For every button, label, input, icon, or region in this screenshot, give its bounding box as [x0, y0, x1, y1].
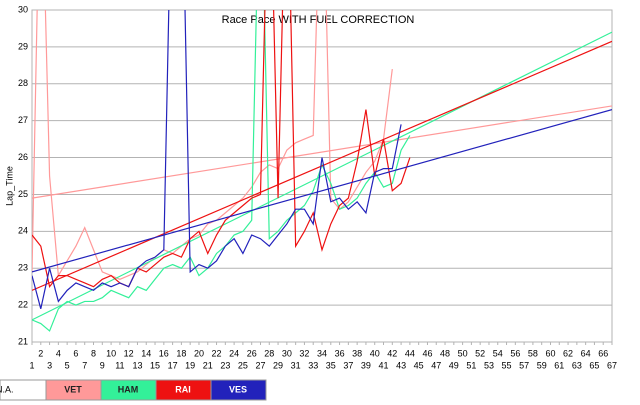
x-tick-label: 56: [510, 348, 520, 358]
x-tick-label: 35: [326, 360, 336, 370]
x-tick-label: 41: [379, 360, 389, 370]
x-tick-label: 65: [589, 360, 599, 370]
x-tick-label: 58: [528, 348, 538, 358]
x-tick-label: 26: [247, 348, 257, 358]
x-tick-label: 2: [38, 348, 43, 358]
x-tick-label: 31: [291, 360, 301, 370]
y-tick-label: 26: [18, 152, 28, 162]
x-tick-label: 42: [387, 348, 397, 358]
x-tick-label: 39: [361, 360, 371, 370]
x-tick-label: 23: [220, 360, 230, 370]
x-tick-label: 51: [466, 360, 476, 370]
y-tick-label: 21: [18, 336, 28, 346]
x-tick-label: 47: [431, 360, 441, 370]
x-tick-label: 37: [343, 360, 353, 370]
x-tick-label: 50: [458, 348, 468, 358]
x-tick-label: 40: [370, 348, 380, 358]
x-tick-label: 14: [141, 348, 151, 358]
x-tick-label: 55: [502, 360, 512, 370]
x-tick-label: 46: [422, 348, 432, 358]
series-line: [32, 10, 402, 309]
trend-line: [32, 105, 612, 199]
x-tick-label: 49: [449, 360, 459, 370]
x-tick-label: 9: [100, 360, 105, 370]
y-tick-label: 30: [18, 4, 28, 14]
x-tick-label: 60: [545, 348, 555, 358]
x-tick-label: 5: [65, 360, 70, 370]
series-line: [32, 10, 411, 332]
x-tick-label: 18: [176, 348, 186, 358]
legend: N.A. VET HAM RAI VES: [0, 379, 267, 401]
legend-swatch: [210, 379, 267, 401]
x-tick-label: 24: [229, 348, 239, 358]
legend-label: N.A.: [0, 384, 14, 394]
x-tick-label: 45: [414, 360, 424, 370]
chart-title: Race Pace WITH FUEL CORRECTION: [222, 14, 415, 26]
legend-label: VES: [229, 384, 247, 394]
x-tick-label: 52: [475, 348, 485, 358]
x-tick-label: 21: [203, 360, 213, 370]
y-tick-label: 23: [18, 263, 28, 273]
trend-line: [32, 40, 612, 291]
x-tick-label: 6: [73, 348, 78, 358]
x-tick-label: 17: [168, 360, 178, 370]
x-tick-label: 3: [47, 360, 52, 370]
x-tick-label: 4: [56, 348, 61, 358]
y-tick-label: 25: [18, 189, 28, 199]
y-tick-label: 27: [18, 115, 28, 125]
x-tick-label: 25: [238, 360, 248, 370]
x-tick-label: 63: [572, 360, 582, 370]
series-line: [32, 10, 411, 289]
x-tick-label: 64: [581, 348, 591, 358]
x-tick-label: 27: [255, 360, 265, 370]
x-tick-label: 12: [124, 348, 134, 358]
x-tick-label: 57: [519, 360, 529, 370]
x-tick-label: 66: [598, 348, 608, 358]
x-tick-label: 43: [396, 360, 406, 370]
x-tick-label: 19: [185, 360, 195, 370]
y-tick-label: 29: [18, 41, 28, 51]
x-tick-label: 20: [194, 348, 204, 358]
x-tick-label: 8: [91, 348, 96, 358]
x-tick-label: 44: [405, 348, 415, 358]
x-tick-label: 22: [212, 348, 222, 358]
x-tick-label: 1: [29, 360, 34, 370]
x-tick-label: 61: [554, 360, 564, 370]
x-tick-label: 32: [299, 348, 309, 358]
x-tick-label: 36: [335, 348, 345, 358]
x-tick-label: 13: [132, 360, 142, 370]
x-tick-label: 34: [317, 348, 327, 358]
x-tick-label: 59: [537, 360, 547, 370]
x-tick-label: 48: [440, 348, 450, 358]
x-tick-label: 54: [493, 348, 503, 358]
trend-line: [32, 109, 612, 273]
y-tick-label: 24: [18, 226, 28, 236]
x-tick-label: 7: [82, 360, 87, 370]
plot-area: [32, 10, 612, 332]
x-tick-label: 33: [308, 360, 318, 370]
legend-label: VET: [64, 384, 82, 394]
x-tick-label: 67: [607, 360, 617, 370]
trend-line: [32, 31, 612, 321]
legend-label: HAM: [118, 384, 139, 394]
x-tick-label: 30: [282, 348, 292, 358]
x-tick-label: 62: [563, 348, 573, 358]
x-tick-label: 11: [115, 360, 124, 370]
legend-label: RAI: [175, 384, 191, 394]
x-tick-label: 28: [264, 348, 274, 358]
x-tick-label: 15: [150, 360, 160, 370]
x-tick-label: 53: [484, 360, 494, 370]
y-axis-label: Lap_Time: [4, 166, 14, 206]
x-tick-label: 16: [159, 348, 169, 358]
y-tick-label: 22: [18, 299, 28, 309]
x-tick-label: 29: [273, 360, 283, 370]
y-tick-label: 28: [18, 78, 28, 88]
x-tick-label: 38: [352, 348, 362, 358]
x-tick-label: 10: [106, 348, 116, 358]
